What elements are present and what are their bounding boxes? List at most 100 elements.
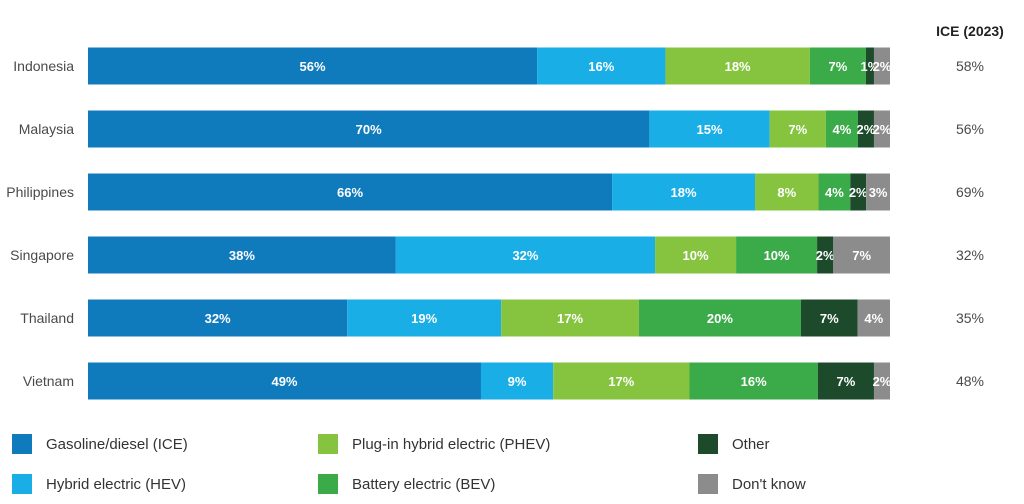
legend: Gasoline/diesel (ICE) Hybrid electric (HE… xyxy=(0,420,1024,504)
bar-data-label: 3% xyxy=(869,185,888,200)
bar-segment xyxy=(655,236,737,274)
category-label: Singapore xyxy=(10,247,74,263)
bar-data-label: 49% xyxy=(271,374,297,389)
bar-segment xyxy=(88,299,348,337)
bar-segment xyxy=(612,173,756,211)
bar-data-label: 8% xyxy=(777,185,796,200)
bar-segment xyxy=(736,236,818,274)
bar-segment xyxy=(537,47,666,85)
legend-label: Hybrid electric (HEV) xyxy=(46,475,187,493)
bar-data-label: 2% xyxy=(873,374,892,389)
bar-segment xyxy=(395,236,656,274)
bar-segment xyxy=(88,236,396,274)
bar-data-label: 2% xyxy=(816,248,835,263)
bar-segment xyxy=(809,47,866,85)
legend-item: Other xyxy=(698,432,770,456)
category-label: Indonesia xyxy=(13,58,74,74)
bar-data-label: 7% xyxy=(788,122,807,137)
bar-segment xyxy=(480,362,554,400)
legend-item: Don't know xyxy=(698,472,806,496)
bar-segment xyxy=(769,110,826,148)
bar-segment xyxy=(857,110,874,148)
bar-data-label: 16% xyxy=(741,374,767,389)
bar-data-label: 32% xyxy=(512,248,538,263)
legend-item: Battery electric (BEV) xyxy=(318,472,495,496)
bar-segment xyxy=(833,236,890,274)
bar-row: 70% 15% 7% 4% 2%2% xyxy=(88,110,892,148)
bar-segment xyxy=(817,362,874,400)
reference-column-values: 58% 56% 69% 32% 35% 48% xyxy=(956,58,984,389)
bar-segment xyxy=(873,362,890,400)
bar-segment xyxy=(553,362,690,400)
bar-row: 49% 9% 17% 16% 7% 2% xyxy=(88,362,892,400)
bar-data-label: 20% xyxy=(707,311,733,326)
legend-item: Hybrid electric (HEV) xyxy=(12,472,186,496)
bar-segment xyxy=(857,299,890,337)
bar-segment xyxy=(873,110,890,148)
legend-item: Gasoline/diesel (ICE) xyxy=(12,432,188,456)
bar-segment xyxy=(88,110,650,148)
bar-segment xyxy=(755,173,819,211)
bar-segment xyxy=(865,47,874,85)
bar-segment xyxy=(88,47,538,85)
bar-segment xyxy=(817,236,834,274)
category-label: Vietnam xyxy=(23,373,74,389)
bar-data-label: 66% xyxy=(337,185,363,200)
bar-segment xyxy=(649,110,770,148)
bar-data-label: 2% xyxy=(849,185,868,200)
bar-row: 66% 18% 8% 4% 2% 3% xyxy=(88,173,890,211)
category-label: Philippines xyxy=(6,184,74,200)
reference-value: 69% xyxy=(956,184,984,200)
legend-label: Plug-in hybrid electric (PHEV) xyxy=(352,435,551,453)
legend-swatch xyxy=(12,434,32,454)
bar-data-label: 38% xyxy=(229,248,255,263)
bar-segment xyxy=(689,362,818,400)
legend-swatch xyxy=(318,474,338,494)
legend-item: Plug-in hybrid electric (PHEV) xyxy=(318,432,550,456)
legend-label: Battery electric (BEV) xyxy=(352,475,496,493)
bar-data-label: 19% xyxy=(411,311,437,326)
bar-data-label: 15% xyxy=(697,122,723,137)
bar-data-label: 2% xyxy=(873,122,892,137)
legend-swatch xyxy=(12,474,32,494)
bar-data-label: 4% xyxy=(832,122,851,137)
stacked-bar-chart: Indonesia Malaysia Philippines Singapore Tha… xyxy=(6,23,1004,400)
bars: 56% 16% 18% 7% 1%2%70% 15% 7% 4% 2%2%66% 18% 8% 4% 2… xyxy=(88,47,892,400)
bar-segment xyxy=(638,299,801,337)
bar-segment xyxy=(866,173,890,211)
legend-label: Gasoline/diesel (ICE) xyxy=(46,435,188,453)
bar-data-label: 7% xyxy=(820,311,839,326)
reference-value: 48% xyxy=(956,373,984,389)
bar-data-label: 7% xyxy=(836,374,855,389)
category-label: Thailand xyxy=(20,310,74,326)
bar-segment xyxy=(850,173,867,211)
bar-segment xyxy=(88,173,613,211)
bar-segment xyxy=(825,110,858,148)
bar-data-label: 16% xyxy=(588,59,614,74)
bar-segment xyxy=(347,299,502,337)
bar-data-label: 18% xyxy=(671,185,697,200)
reference-value: 56% xyxy=(956,121,984,137)
bar-data-label: 4% xyxy=(825,185,844,200)
reference-column-header: ICE (2023) xyxy=(936,23,1004,39)
category-labels: Indonesia Malaysia Philippines Singapore Tha… xyxy=(6,58,74,389)
bar-data-label: 10% xyxy=(683,248,709,263)
bar-data-label: 7% xyxy=(852,248,871,263)
bar-data-label: 2% xyxy=(857,122,876,137)
bar-data-label: 17% xyxy=(557,311,583,326)
category-label: Malaysia xyxy=(19,121,74,137)
bar-data-label: 32% xyxy=(205,311,231,326)
bar-data-label: 56% xyxy=(300,59,326,74)
bar-data-label: 70% xyxy=(356,122,382,137)
legend-swatch xyxy=(698,474,718,494)
bar-data-label: 9% xyxy=(508,374,527,389)
bar-data-label: 18% xyxy=(725,59,751,74)
legend-label: Don't know xyxy=(732,475,806,493)
bar-segment xyxy=(818,173,851,211)
bar-data-label: 2% xyxy=(873,59,892,74)
bar-data-label: 4% xyxy=(864,311,883,326)
legend-label: Other xyxy=(732,435,770,453)
reference-value: 58% xyxy=(956,58,984,74)
bar-segment xyxy=(88,362,481,400)
reference-value: 32% xyxy=(956,247,984,263)
